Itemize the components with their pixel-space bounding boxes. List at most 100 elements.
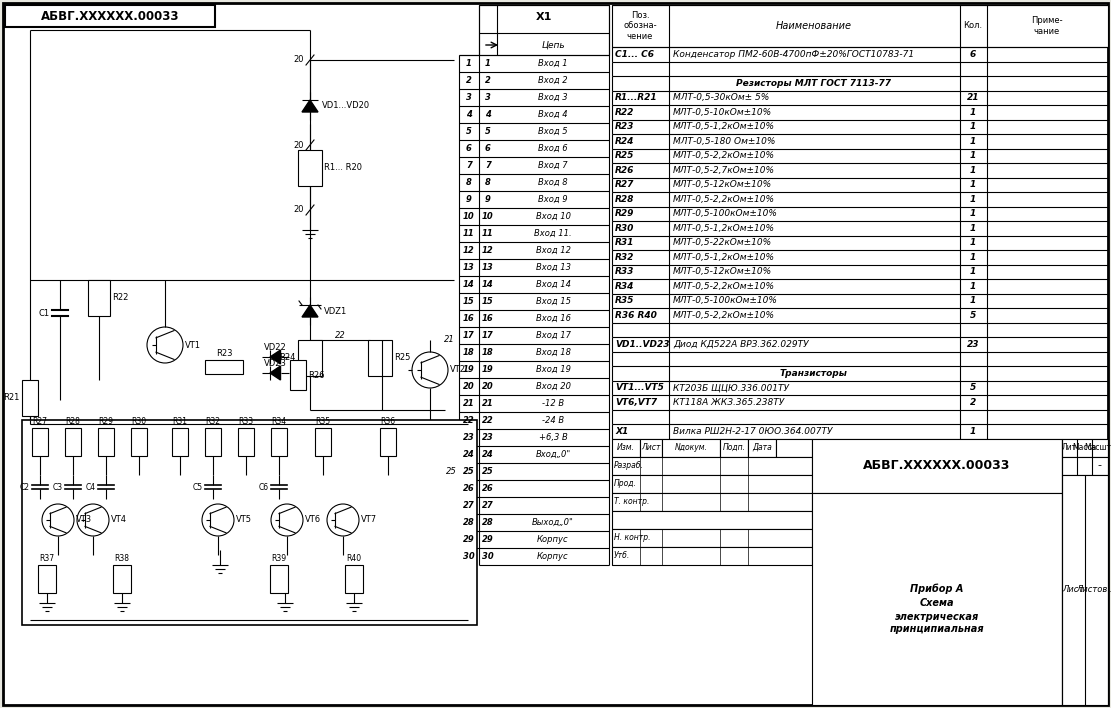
Bar bbox=[1062, 474, 1108, 705]
Bar bbox=[720, 438, 748, 457]
Text: R31: R31 bbox=[172, 417, 188, 426]
Text: МЛТ-0,5-100кОм±10%: МЛТ-0,5-100кОм±10% bbox=[673, 210, 778, 218]
Text: VT6: VT6 bbox=[306, 515, 321, 525]
Bar bbox=[88, 280, 110, 316]
Text: Вход 9: Вход 9 bbox=[538, 195, 568, 204]
Text: Разраб.: Разраб. bbox=[614, 461, 644, 470]
Text: 18: 18 bbox=[482, 348, 494, 357]
Text: C4: C4 bbox=[86, 482, 96, 491]
Text: 1: 1 bbox=[970, 282, 977, 291]
Text: R28: R28 bbox=[615, 195, 634, 204]
Text: 24: 24 bbox=[482, 450, 494, 459]
Text: R35: R35 bbox=[615, 296, 634, 305]
Text: R30: R30 bbox=[131, 417, 147, 426]
Text: 5: 5 bbox=[970, 311, 977, 320]
Text: Лит: Лит bbox=[1061, 443, 1077, 452]
Text: R23: R23 bbox=[216, 349, 232, 358]
Text: 1: 1 bbox=[970, 224, 977, 233]
Text: 20: 20 bbox=[293, 55, 304, 64]
Text: Утб.: Утб. bbox=[614, 551, 630, 560]
Text: АБВГ.XXXXXX.00033: АБВГ.XXXXXX.00033 bbox=[863, 459, 1011, 472]
Text: R31: R31 bbox=[615, 239, 634, 247]
Text: АБВГ.XXXXXX.00033: АБВГ.XXXXXX.00033 bbox=[41, 9, 179, 23]
Text: 11: 11 bbox=[463, 229, 474, 238]
Bar bbox=[38, 565, 56, 593]
Text: R40: R40 bbox=[347, 554, 361, 563]
Text: МЛТ-0,5-22кОм±10%: МЛТ-0,5-22кОм±10% bbox=[673, 239, 772, 247]
Text: МЛТ-0,5-2,2кОм±10%: МЛТ-0,5-2,2кОм±10% bbox=[673, 311, 775, 320]
Text: R1...R21: R1...R21 bbox=[615, 93, 658, 102]
Text: 1: 1 bbox=[970, 108, 977, 117]
Text: 27: 27 bbox=[482, 501, 494, 510]
Text: МЛТ-0,5-30кОм± 5%: МЛТ-0,5-30кОм± 5% bbox=[673, 93, 769, 102]
Text: R25: R25 bbox=[615, 152, 634, 160]
Text: 3: 3 bbox=[466, 93, 472, 102]
Text: 11: 11 bbox=[482, 229, 494, 238]
Text: 6: 6 bbox=[970, 50, 977, 59]
Text: 14: 14 bbox=[463, 280, 474, 289]
Text: 26: 26 bbox=[482, 484, 494, 493]
Text: Вход 4: Вход 4 bbox=[538, 110, 568, 119]
Text: Вход 13: Вход 13 bbox=[536, 263, 571, 272]
Text: R33: R33 bbox=[239, 417, 253, 426]
Text: 3: 3 bbox=[486, 93, 491, 102]
Text: R27: R27 bbox=[615, 181, 634, 189]
Text: R32: R32 bbox=[206, 417, 220, 426]
Text: 21: 21 bbox=[482, 399, 494, 408]
Text: Вход 16: Вход 16 bbox=[536, 314, 571, 323]
Text: R34: R34 bbox=[271, 417, 287, 426]
Text: Прод.: Прод. bbox=[614, 479, 637, 488]
Bar bbox=[298, 150, 322, 186]
Bar bbox=[612, 510, 812, 528]
Text: Дата: Дата bbox=[752, 443, 772, 452]
Text: R39: R39 bbox=[271, 554, 287, 563]
Text: 1: 1 bbox=[970, 166, 977, 175]
Text: 2: 2 bbox=[466, 76, 472, 85]
Bar bbox=[172, 428, 188, 456]
Text: МЛТ-0,5-1,2кОм±10%: МЛТ-0,5-1,2кОм±10% bbox=[673, 253, 775, 262]
Text: 28: 28 bbox=[482, 518, 494, 527]
Text: 13: 13 bbox=[463, 263, 474, 272]
Text: 22: 22 bbox=[334, 331, 346, 340]
Text: Листов 1: Листов 1 bbox=[1077, 585, 1111, 594]
Text: 20: 20 bbox=[293, 140, 304, 149]
Bar bbox=[32, 428, 48, 456]
Text: VD1..VD23: VD1..VD23 bbox=[615, 340, 670, 349]
Text: 20: 20 bbox=[482, 382, 494, 391]
Text: Вход 10: Вход 10 bbox=[536, 212, 571, 221]
Text: 2: 2 bbox=[970, 398, 977, 407]
Bar bbox=[1062, 438, 1108, 457]
Text: R32: R32 bbox=[615, 253, 634, 262]
Text: 19: 19 bbox=[482, 365, 494, 374]
Text: 1: 1 bbox=[486, 59, 491, 68]
Text: 7: 7 bbox=[466, 161, 472, 170]
Text: Вход 5: Вход 5 bbox=[538, 127, 568, 136]
Text: 1: 1 bbox=[970, 296, 977, 305]
Text: R1... R20: R1... R20 bbox=[324, 164, 362, 173]
Text: R24: R24 bbox=[280, 353, 296, 362]
Text: VT1...VT5: VT1...VT5 bbox=[615, 383, 664, 392]
Text: Вилка РШ2Н-2-17 0ЮО.364.007ТУ: Вилка РШ2Н-2-17 0ЮО.364.007ТУ bbox=[673, 427, 832, 435]
Text: Транзисторы: Транзисторы bbox=[780, 369, 848, 378]
Text: 1: 1 bbox=[970, 210, 977, 218]
Text: 25: 25 bbox=[463, 467, 474, 476]
Bar bbox=[368, 340, 392, 376]
Bar bbox=[346, 565, 363, 593]
Text: 23: 23 bbox=[463, 433, 474, 442]
Text: 23: 23 bbox=[482, 433, 494, 442]
Bar bbox=[270, 565, 288, 593]
Text: 13: 13 bbox=[482, 263, 494, 272]
Text: Цепь: Цепь bbox=[541, 40, 564, 50]
Text: R30: R30 bbox=[615, 224, 634, 233]
Text: -24 В: -24 В bbox=[542, 416, 564, 425]
Text: 12: 12 bbox=[482, 246, 494, 255]
Text: 1: 1 bbox=[970, 122, 977, 131]
Text: Вход 3: Вход 3 bbox=[538, 93, 568, 102]
Text: 18: 18 bbox=[463, 348, 474, 357]
Text: 8: 8 bbox=[486, 178, 491, 187]
Text: 1: 1 bbox=[970, 253, 977, 262]
Text: Вход 2: Вход 2 bbox=[538, 76, 568, 85]
Text: R21: R21 bbox=[3, 394, 20, 403]
Text: VD22: VD22 bbox=[264, 343, 287, 351]
Bar bbox=[298, 340, 322, 376]
